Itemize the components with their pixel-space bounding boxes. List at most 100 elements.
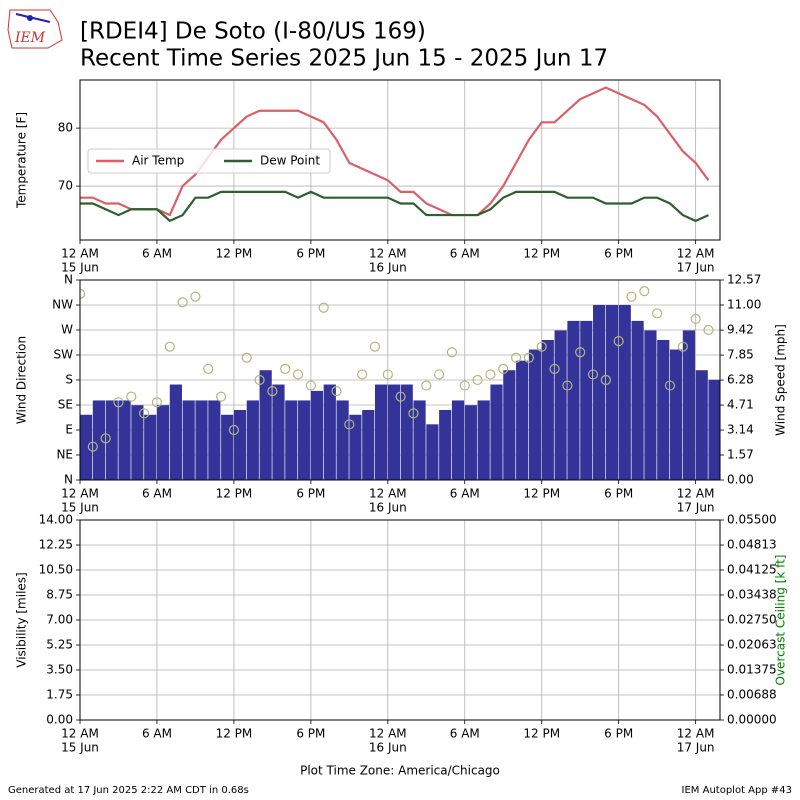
- y2-tick-label: 0.01375: [727, 663, 777, 677]
- bar: [208, 400, 221, 480]
- x-tick-label: 6 AM: [450, 727, 480, 741]
- bar: [464, 405, 477, 480]
- bar: [708, 379, 720, 480]
- y2-tick-label: 6.28: [727, 373, 754, 387]
- y-tick-label: 7.00: [46, 613, 73, 627]
- x-tick-label: 6 PM: [604, 247, 633, 261]
- x-tick-date: 16 Jun: [369, 261, 407, 275]
- x-tick-label: 12 AM: [61, 487, 99, 501]
- bar: [387, 384, 400, 480]
- bar: [682, 330, 695, 480]
- plot-frame: [79, 519, 721, 721]
- scatter-point: [139, 408, 150, 419]
- legend-label: Air Temp: [132, 154, 184, 168]
- y-tick-label: 3.50: [46, 663, 73, 677]
- scatter-point: [357, 369, 368, 380]
- scatter-point: [164, 341, 175, 352]
- y2-tick-label: 12.57: [727, 273, 761, 287]
- bar: [644, 330, 657, 480]
- bar: [323, 384, 336, 480]
- y2-tick-label: 4.71: [727, 398, 754, 412]
- scatter-point: [703, 324, 714, 336]
- y2-tick-label: 0.04125: [727, 563, 777, 577]
- footer-generated: Generated at 17 Jun 2025 2:22 AM CDT in …: [8, 785, 249, 796]
- bar: [451, 400, 465, 480]
- scatter-point: [280, 363, 291, 374]
- y-tick-label: SW: [54, 348, 74, 362]
- scatter-point: [203, 363, 214, 374]
- bar: [439, 409, 452, 480]
- bar: [618, 304, 631, 480]
- x-tick-date: 16 Jun: [369, 741, 407, 755]
- bar: [310, 390, 324, 480]
- scatter-point: [241, 352, 252, 363]
- legend-box: [87, 148, 331, 174]
- x-tick-label: 6 AM: [142, 487, 172, 501]
- x-tick-date: 17 Jun: [677, 501, 715, 515]
- scatter-point: [267, 386, 278, 397]
- bar: [362, 409, 375, 480]
- x-tick-label: 12 AM: [369, 727, 407, 741]
- x-tick-label: 12 AM: [369, 487, 407, 501]
- bar: [285, 400, 298, 480]
- scatter-point: [690, 313, 701, 324]
- y-tick-label: 8.75: [46, 588, 73, 602]
- scatter-point: [87, 441, 98, 452]
- x-tick-label: 12 PM: [523, 727, 560, 741]
- x-tick-label: 6 AM: [450, 247, 480, 261]
- y2-axis-label: Wind Speed [mph]: [774, 324, 788, 436]
- y-tick-label: 14.00: [39, 513, 73, 527]
- scatter-point: [562, 380, 573, 391]
- x-tick-label: 6 PM: [296, 247, 325, 261]
- scatter-point: [523, 352, 534, 363]
- scatter-point: [126, 391, 137, 402]
- logo-text: IEM: [14, 30, 46, 46]
- y2-tick-label: 1.57: [727, 448, 754, 462]
- y-tick-label: W: [61, 323, 73, 337]
- scatter-point: [408, 408, 419, 419]
- scatter-point: [305, 380, 316, 391]
- y-tick-label: 1.75: [46, 688, 73, 702]
- bar: [259, 370, 272, 480]
- y-tick-label: N: [64, 473, 73, 487]
- bar: [426, 424, 439, 480]
- scatter-point: [536, 341, 547, 352]
- x-axis-label: Plot Time Zone: America/Chicago: [300, 764, 500, 778]
- scatter-point: [677, 341, 688, 352]
- x-tick-label: 12 AM: [677, 247, 715, 261]
- y2-tick-label: 0.02750: [727, 613, 777, 627]
- y-tick-label: 5.25: [46, 638, 73, 652]
- y2-tick-label: 0.00: [727, 473, 754, 487]
- bar: [80, 414, 93, 480]
- scatter-point: [575, 347, 586, 358]
- scatter-point: [369, 341, 381, 352]
- scatter-point: [587, 369, 599, 380]
- scatter-point: [151, 397, 163, 408]
- y-tick-label: S: [65, 373, 73, 387]
- scatter-point: [215, 391, 227, 402]
- x-tick-label: 6 PM: [296, 487, 325, 501]
- scatter-point: [113, 397, 124, 408]
- x-tick-label: 12 AM: [61, 247, 99, 261]
- scatter-point: [472, 374, 483, 386]
- scatter-point: [421, 380, 432, 391]
- y2-tick-label: 3.14: [727, 423, 754, 437]
- bar: [413, 400, 426, 480]
- y2-tick-label: 11.00: [727, 297, 761, 311]
- y-tick-label: 0.00: [46, 713, 73, 727]
- bar: [144, 414, 157, 480]
- scatter-point: [626, 291, 637, 302]
- bar: [105, 400, 118, 480]
- y2-tick-label: 0.00688: [727, 688, 777, 702]
- plot-area: [80, 286, 720, 480]
- x-tick-date: 17 Jun: [677, 261, 715, 275]
- x-tick-label: 6 PM: [604, 727, 633, 741]
- y-tick-label: NW: [52, 298, 73, 312]
- y2-tick-label: 9.42: [727, 323, 754, 337]
- bar: [605, 304, 619, 480]
- y2-tick-label: 0.04813: [727, 538, 777, 552]
- bar: [657, 339, 670, 480]
- y-tick-label: SE: [58, 398, 73, 412]
- scatter-point: [446, 347, 458, 358]
- bar: [169, 384, 182, 480]
